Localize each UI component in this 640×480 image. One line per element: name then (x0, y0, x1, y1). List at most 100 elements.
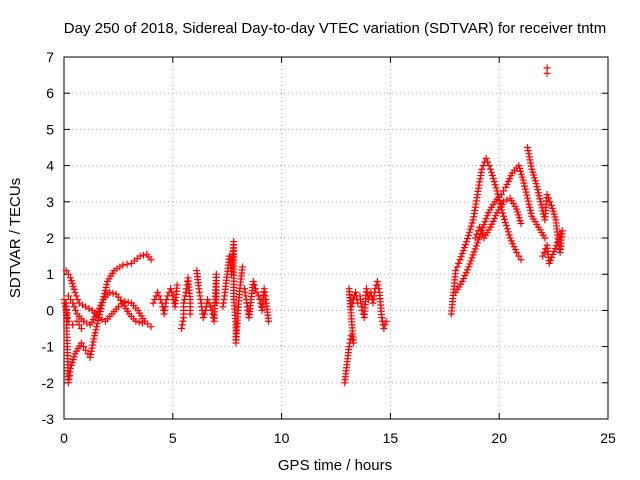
data-point (207, 303, 215, 311)
data-point (154, 288, 162, 296)
data-point (558, 227, 566, 235)
y-tick-label: 5 (46, 121, 54, 137)
data-point (525, 153, 533, 161)
data-point (471, 245, 479, 253)
data-point (537, 201, 545, 209)
data-point (478, 165, 486, 173)
data-point (546, 198, 554, 206)
data-point (523, 144, 531, 151)
x-tick-label: 10 (274, 430, 290, 446)
data-point (62, 267, 70, 275)
data-point (186, 310, 194, 318)
data-point (201, 306, 209, 314)
data-point (503, 196, 511, 204)
data-point (522, 188, 530, 196)
data-point (375, 285, 383, 293)
data-point (468, 254, 476, 262)
data-point (378, 314, 386, 322)
data-point (465, 228, 473, 236)
data-point (480, 221, 488, 229)
data-point (253, 288, 261, 296)
data-point (550, 247, 558, 255)
data-point (173, 281, 181, 289)
data-point (555, 236, 563, 244)
data-point (521, 182, 529, 190)
data-point (487, 168, 495, 176)
data-point (554, 239, 562, 247)
data-point (178, 325, 186, 332)
data-point (75, 321, 83, 329)
data-point (71, 288, 79, 296)
chart-title: Day 250 of 2018, Sidereal Day-to-day VTE… (64, 20, 606, 37)
data-point (502, 222, 510, 230)
data-point (526, 203, 534, 211)
data-point (147, 323, 155, 331)
data-point (373, 277, 381, 285)
data-point (69, 321, 77, 329)
data-point (491, 181, 499, 189)
data-point (500, 215, 508, 223)
data-point (500, 187, 508, 195)
y-tick-label: 4 (46, 158, 54, 174)
data-point (525, 200, 533, 208)
data-point (452, 267, 460, 275)
data-point (61, 303, 69, 311)
data-point (200, 310, 208, 318)
data-point (534, 186, 542, 194)
data-point (73, 317, 81, 325)
data-point (63, 310, 71, 318)
data-point (64, 270, 72, 278)
data-point (77, 339, 85, 347)
data-point (471, 234, 479, 242)
data-point (536, 195, 544, 203)
data-point (93, 323, 101, 331)
data-point (505, 231, 513, 239)
data-point (500, 212, 508, 220)
data-point (74, 296, 82, 304)
data-point (77, 325, 85, 332)
data-point (62, 306, 70, 314)
data-point (199, 314, 207, 322)
axis-ticks: 0 5 10 15 20 25 -3 -2 -1 0 1 2 3 4 5 6 7 (42, 49, 616, 446)
data-point (85, 305, 93, 313)
data-point (91, 329, 99, 337)
data-point (250, 281, 258, 289)
data-point (100, 293, 108, 301)
data-point (551, 245, 559, 253)
data-point (515, 252, 523, 260)
data-point (545, 194, 553, 202)
data-point (538, 204, 546, 212)
data-point (382, 317, 390, 325)
data-point (205, 299, 213, 307)
data-point (520, 179, 528, 187)
data-point (149, 299, 157, 307)
data-point (459, 247, 467, 255)
data-point (492, 184, 500, 192)
data-point (482, 154, 490, 162)
data-point (523, 191, 531, 199)
data-point (521, 185, 529, 193)
data-point (72, 292, 80, 300)
data-point (463, 235, 471, 243)
data-point (455, 259, 463, 267)
data-point (135, 318, 143, 326)
data-point (162, 296, 170, 304)
data-point (381, 321, 389, 329)
data-point (168, 288, 176, 296)
data-point (543, 191, 551, 199)
x-tick-label: 20 (491, 430, 507, 446)
data-point (519, 176, 527, 184)
data-point (526, 206, 534, 214)
data-point (147, 256, 155, 264)
y-tick-label: 6 (46, 85, 54, 101)
x-tick-label: 0 (60, 430, 68, 446)
data-point (524, 147, 532, 155)
data-point (136, 252, 144, 260)
data-point (75, 299, 83, 307)
data-point (533, 183, 541, 191)
data-point (483, 212, 491, 220)
data-point (472, 242, 480, 250)
x-tick-label: 5 (169, 430, 177, 446)
y-tick-label: 1 (46, 266, 54, 282)
data-point (64, 314, 72, 322)
